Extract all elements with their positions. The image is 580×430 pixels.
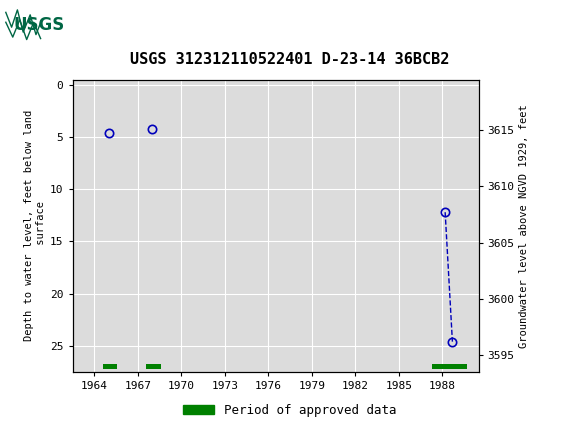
Bar (147, 364, 161, 369)
Bar (432, 364, 467, 369)
Legend: Period of approved data: Period of approved data (178, 399, 402, 421)
Bar (103, 364, 118, 369)
Text: USGS: USGS (14, 16, 65, 34)
Y-axis label: Groundwater level above NGVD 1929, feet: Groundwater level above NGVD 1929, feet (519, 104, 529, 347)
Y-axis label: Depth to water level, feet below land
 surface: Depth to water level, feet below land su… (24, 110, 46, 341)
Text: USGS 312312110522401 D-23-14 36BCB2: USGS 312312110522401 D-23-14 36BCB2 (130, 52, 450, 67)
